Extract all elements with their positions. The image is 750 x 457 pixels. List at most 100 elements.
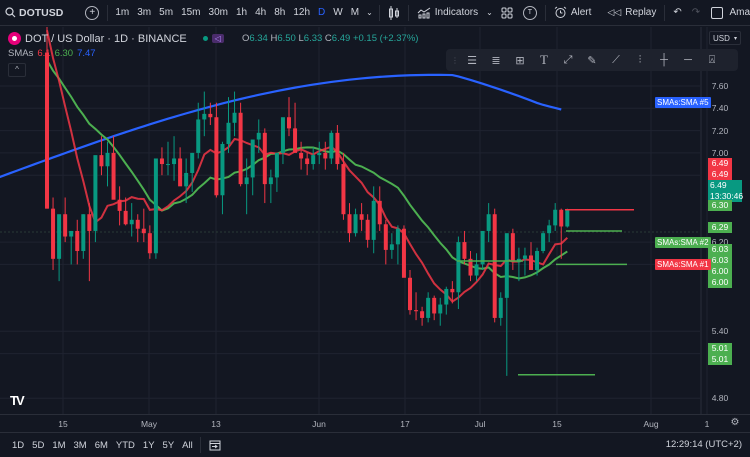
legend-collapse-button[interactable]: ^ (8, 63, 26, 77)
time-tick: Aug (643, 419, 659, 429)
divider (378, 4, 380, 21)
price-tick: 7.00 (711, 147, 729, 158)
range-5d[interactable]: 5D (32, 439, 45, 451)
currency-label: USD (713, 33, 730, 43)
checkbox-icon (711, 6, 724, 19)
timeframe-m[interactable]: M (350, 7, 360, 18)
undo-icon: ↶ (673, 7, 682, 18)
chart-type-button[interactable] (383, 0, 405, 26)
right-label: Ama (729, 7, 750, 18)
price-tag-value: 6.49 (710, 180, 727, 190)
indicators-dropdown[interactable]: ⌄ (486, 8, 493, 17)
rewind-icon: ◁◁ (607, 7, 622, 17)
divider (407, 4, 409, 21)
timeframe-5m[interactable]: 5m (159, 7, 174, 18)
plus-icon: + (85, 5, 100, 20)
price-tag-value: 6.29 (711, 222, 729, 232)
brush-tool-icon[interactable]: ✎ (587, 54, 597, 67)
price-label-tool-icon[interactable]: ⍓ (708, 53, 716, 66)
grid-icon (501, 7, 513, 18)
text-tool-icon[interactable]: T (540, 52, 548, 67)
time-axis[interactable]: ⚙ 15 May 13 Jun 17 Jul 15 Aug 1 (0, 414, 750, 432)
range-all[interactable]: All (182, 439, 193, 451)
timeframe-d[interactable]: D (318, 7, 326, 18)
range-1m[interactable]: 1M (52, 439, 66, 451)
price-tag-value: 6.49 (711, 158, 729, 168)
indicators-label: Indicators (434, 7, 479, 18)
undo-button[interactable]: ↶ (668, 0, 686, 26)
timeframe-15m[interactable]: 15m (181, 7, 201, 18)
price-tick: 7.60 (711, 81, 729, 91)
sma-label-tag: SMAs:SMA #1 (655, 259, 711, 270)
horizontal-ray-tool-icon[interactable]: ─ (684, 54, 692, 66)
time-tick: May (140, 419, 158, 429)
candlestick-chart[interactable] (0, 27, 750, 414)
layouts-button[interactable] (496, 0, 518, 26)
time-tick: 15 (552, 419, 562, 429)
divider (664, 4, 666, 21)
drag-handle-icon[interactable]: ⋮ (451, 55, 459, 65)
time-tick: 13 (211, 419, 221, 429)
settings-gear-icon[interactable]: ⚙ (730, 417, 740, 428)
timeframe-3m[interactable]: 3m (137, 7, 152, 18)
symbol-title: DOT / US Dollar · 1D · BINANCE (25, 32, 187, 45)
search-icon (5, 7, 16, 18)
goto-date-button[interactable] (204, 432, 226, 457)
indicators-icon (417, 7, 431, 18)
timeframe-1h[interactable]: 1h (235, 7, 248, 18)
price-tag: 5.01 (708, 354, 732, 365)
sma2-value: 6.30 (54, 48, 74, 59)
right-panel-toggle[interactable]: Ama (706, 0, 750, 26)
redo-button[interactable]: ↷ (687, 0, 705, 26)
timeframe-w[interactable]: W (333, 7, 343, 18)
timeframe-1m[interactable]: 1m (115, 7, 130, 18)
timeframe-8h[interactable]: 8h (274, 7, 286, 18)
ray-tool-icon[interactable]: ⤢ (563, 53, 573, 66)
timeframe-12h[interactable]: 12h (293, 7, 311, 18)
price-tag: 6.00 (708, 266, 732, 277)
timeframe-more-button[interactable]: ⌄ (366, 8, 373, 17)
chart-pane[interactable]: DOT / US Dollar · 1D · BINANCE ◁ O6.34 H… (0, 27, 750, 432)
templates-button[interactable]: T (518, 0, 542, 26)
price-tag: 6.03 (708, 244, 732, 255)
range-1y[interactable]: 1Y (142, 439, 155, 451)
symbol-search-button[interactable]: DOTUSD (0, 0, 68, 26)
clock-timezone[interactable]: 12:29:14 (UTC+2) (665, 439, 742, 450)
price-tag: 6.49 (708, 169, 732, 180)
range-1d[interactable]: 1D (12, 439, 25, 451)
indicators-button[interactable]: Indicators (412, 0, 483, 26)
price-tick: 7.40 (711, 103, 729, 114)
sma-label-tag: SMAs:SMA #5 (655, 97, 711, 108)
range-6m[interactable]: 6M (94, 439, 108, 451)
fib-tool-icon[interactable]: ≣ (491, 54, 501, 67)
redo-icon: ↷ (691, 7, 701, 18)
range-3m[interactable]: 3M (73, 439, 87, 451)
cross-line-tool-icon[interactable]: ┼ (660, 54, 668, 66)
polkadot-logo-icon (8, 32, 21, 45)
timeframe-4h[interactable]: 4h (255, 7, 267, 18)
range-ytd[interactable]: YTD (115, 439, 135, 451)
range-5y[interactable]: 5Y (162, 439, 175, 451)
vertical-line-tool-icon[interactable]: ⫶ (638, 53, 642, 66)
replay-button[interactable]: ◁◁ Replay (602, 0, 661, 26)
frame-tool-icon[interactable]: ⊞ (515, 54, 525, 67)
currency-selector[interactable]: USD ▾ (709, 31, 741, 45)
price-tag: 5.01 (708, 343, 732, 354)
share-icon[interactable]: ◁ (211, 34, 224, 43)
sma-legend-label: SMAs (8, 48, 34, 59)
timeframe-30m[interactable]: 30m (208, 7, 228, 18)
trend-line-tool-icon[interactable]: ⟋ (612, 53, 620, 66)
countdown-timer: 13:30:46 (710, 191, 744, 201)
price-tag-value: 6.03 (711, 255, 729, 265)
sma-legend[interactable]: SMAs 6.1 6.30 7.47 (8, 48, 96, 59)
live-dot-icon (202, 36, 208, 41)
sma-label-tag: SMAs:SMA #2 (655, 237, 711, 248)
tradingview-logo[interactable]: TV (10, 393, 25, 408)
alert-button[interactable]: Alert (549, 0, 597, 26)
time-tick: 15 (58, 419, 68, 429)
replay-label: Replay (625, 7, 657, 18)
compare-symbol-button[interactable]: + (80, 0, 104, 26)
horizontal-lines-tool-icon[interactable]: ☰ (467, 54, 477, 67)
sma1-value: 6.1 (37, 48, 51, 59)
template-icon: T (522, 5, 537, 20)
